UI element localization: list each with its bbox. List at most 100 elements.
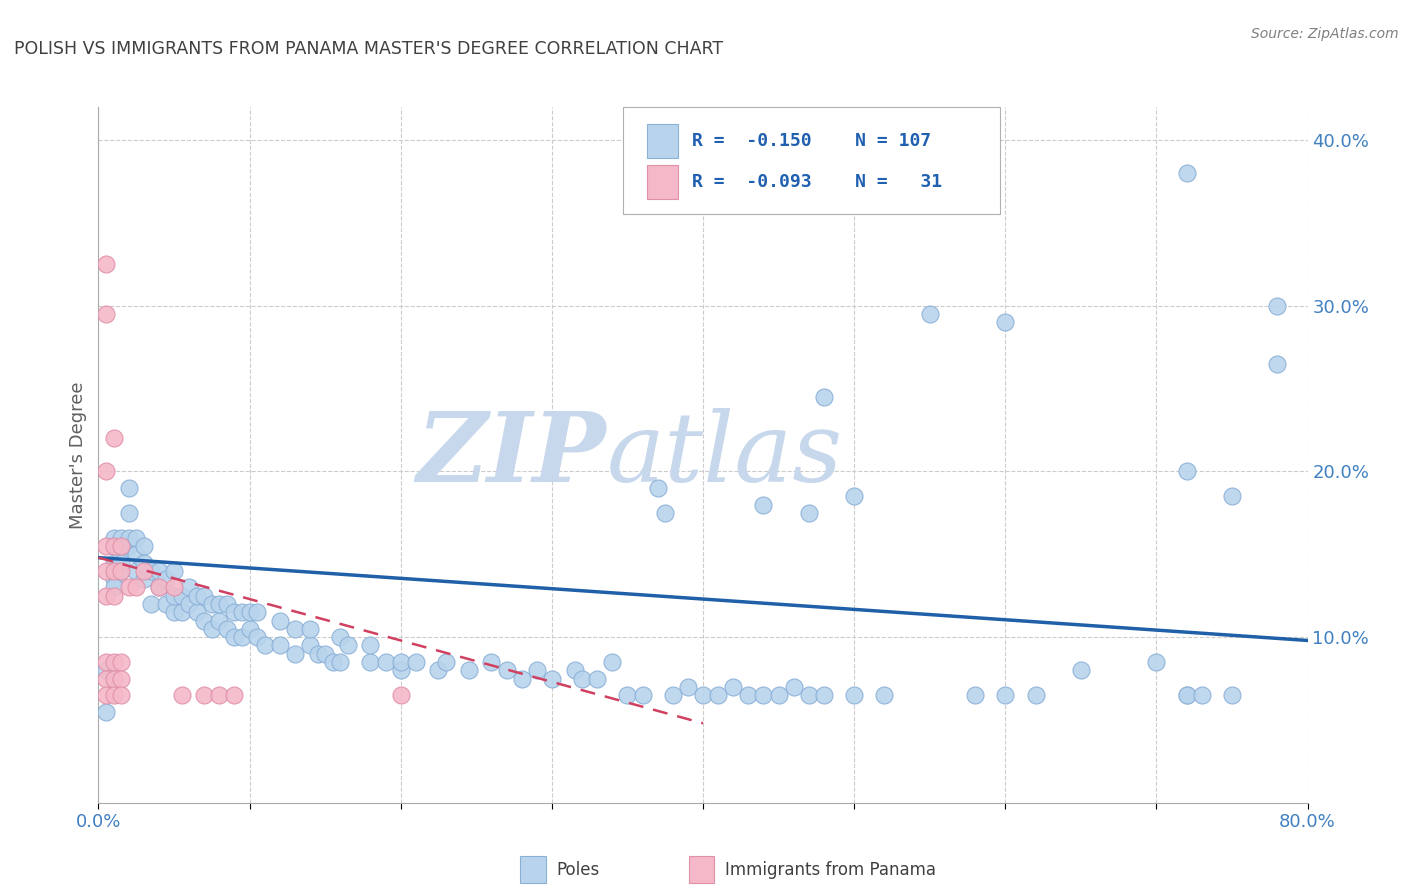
Point xyxy=(94,705,117,719)
Point xyxy=(110,672,132,686)
Point xyxy=(389,688,412,702)
Point xyxy=(94,307,117,321)
Point xyxy=(103,539,125,553)
Point xyxy=(125,581,148,595)
Point xyxy=(427,663,450,677)
Point xyxy=(201,622,224,636)
Point xyxy=(307,647,329,661)
Point xyxy=(269,639,291,653)
Point xyxy=(118,581,141,595)
Point xyxy=(586,672,609,686)
Point xyxy=(322,655,344,669)
Point xyxy=(239,622,262,636)
Point xyxy=(155,572,177,586)
Point xyxy=(647,481,669,495)
Point xyxy=(186,605,208,619)
Point xyxy=(94,465,117,479)
Point xyxy=(752,688,775,702)
Point xyxy=(360,639,382,653)
Point xyxy=(103,655,125,669)
Point xyxy=(994,688,1017,702)
Point xyxy=(434,655,457,669)
Point xyxy=(1191,688,1213,702)
Point xyxy=(94,663,117,677)
Point xyxy=(193,614,215,628)
Point xyxy=(797,506,820,520)
Point xyxy=(132,539,155,553)
Point xyxy=(873,688,896,702)
Point xyxy=(103,539,125,553)
Point xyxy=(148,564,170,578)
Text: Source: ZipAtlas.com: Source: ZipAtlas.com xyxy=(1251,27,1399,41)
Text: R =  -0.093    N =   31: R = -0.093 N = 31 xyxy=(692,173,942,191)
Point xyxy=(253,639,276,653)
Text: atlas: atlas xyxy=(606,408,842,502)
Point xyxy=(1175,688,1198,702)
Point xyxy=(405,655,427,669)
Point xyxy=(510,672,533,686)
Point xyxy=(224,688,246,702)
Point xyxy=(965,688,987,702)
Point xyxy=(526,663,548,677)
Point xyxy=(783,680,806,694)
Point xyxy=(571,672,593,686)
Point xyxy=(179,597,201,611)
Point xyxy=(314,647,336,661)
Point xyxy=(170,688,193,702)
Point xyxy=(94,688,117,702)
Point xyxy=(163,564,186,578)
Point xyxy=(239,605,262,619)
Point xyxy=(564,663,586,677)
Point xyxy=(457,663,479,677)
Point xyxy=(103,572,125,586)
Point xyxy=(125,531,148,545)
Text: R =  -0.150    N = 107: R = -0.150 N = 107 xyxy=(692,132,932,150)
Point xyxy=(132,564,155,578)
Point xyxy=(374,655,396,669)
Point xyxy=(118,539,141,553)
Point xyxy=(231,605,253,619)
Point xyxy=(110,564,132,578)
Point xyxy=(118,481,141,495)
Y-axis label: Master's Degree: Master's Degree xyxy=(69,381,87,529)
Point xyxy=(224,630,246,644)
Point xyxy=(918,307,941,321)
Point xyxy=(110,531,132,545)
Point xyxy=(103,431,125,445)
Point xyxy=(186,589,208,603)
Point xyxy=(110,539,132,553)
Point xyxy=(141,564,163,578)
Point xyxy=(723,680,745,694)
Point xyxy=(495,663,517,677)
Point xyxy=(208,614,231,628)
Point xyxy=(163,605,186,619)
Point xyxy=(284,647,307,661)
Point xyxy=(1267,299,1289,313)
Point xyxy=(1024,688,1046,702)
Point xyxy=(1144,655,1167,669)
Point xyxy=(201,597,224,611)
Point xyxy=(676,680,699,694)
Point xyxy=(125,547,148,561)
Point xyxy=(1220,489,1243,503)
Point xyxy=(148,581,170,595)
Text: ZIP: ZIP xyxy=(416,408,606,502)
Point xyxy=(246,605,269,619)
Point xyxy=(208,597,231,611)
Point xyxy=(616,688,638,702)
Point xyxy=(540,672,562,686)
Point xyxy=(103,672,125,686)
Point xyxy=(94,672,117,686)
Point xyxy=(844,489,866,503)
Text: Immigrants from Panama: Immigrants from Panama xyxy=(725,861,936,879)
Point xyxy=(813,688,835,702)
Point xyxy=(246,630,269,644)
Text: Poles: Poles xyxy=(557,861,600,879)
Point xyxy=(797,688,820,702)
Point xyxy=(336,639,359,653)
Point xyxy=(118,531,141,545)
Point xyxy=(148,581,170,595)
Point xyxy=(631,688,654,702)
Point xyxy=(269,614,291,628)
Point xyxy=(1267,357,1289,371)
